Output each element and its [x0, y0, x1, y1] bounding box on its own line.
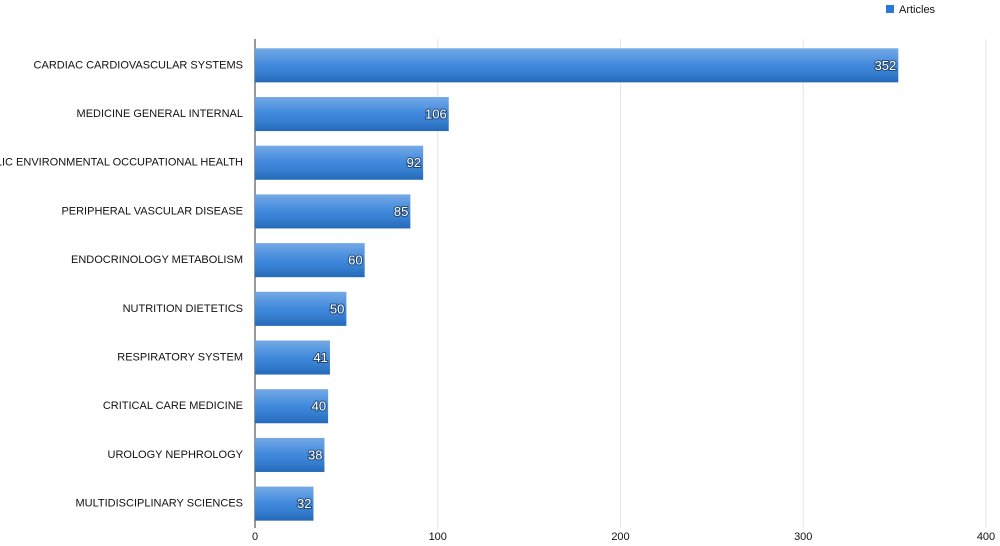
- value-label: 40: [312, 399, 326, 414]
- y-tick-label: MEDICINE GENERAL INTERNAL: [77, 108, 243, 120]
- legend-label: Articles: [899, 4, 936, 16]
- y-tick-label: UROLOGY NEPHROLOGY: [108, 449, 244, 461]
- x-tick-label: 200: [611, 531, 629, 543]
- value-label: 38: [308, 447, 322, 462]
- value-label: 352: [875, 58, 897, 73]
- value-label: 85: [394, 204, 408, 219]
- y-tick-label: NUTRITION DIETETICS: [123, 303, 243, 315]
- bar-shine: [255, 437, 325, 472]
- value-label: 32: [297, 496, 311, 511]
- bar-shine: [255, 194, 411, 229]
- bar-shine: [255, 389, 329, 424]
- value-label: 92: [407, 155, 421, 170]
- legend-swatch: [886, 5, 894, 13]
- y-tick-label: CARDIAC CARDIOVASCULAR SYSTEMS: [34, 59, 243, 71]
- x-tick-label: 400: [977, 531, 995, 543]
- x-tick-label: 300: [794, 531, 812, 543]
- x-tick-label: 100: [429, 531, 447, 543]
- y-tick-label: CRITICAL CARE MEDICINE: [103, 400, 243, 412]
- bar-shine: [255, 486, 314, 521]
- bar-shine: [255, 97, 449, 132]
- value-label: 106: [425, 106, 447, 121]
- value-label: 41: [313, 350, 327, 365]
- value-label: 60: [348, 253, 362, 268]
- y-tick-label: MULTIDISCIPLINARY SCIENCES: [76, 498, 244, 510]
- value-label: 50: [330, 301, 344, 316]
- bar-shine: [255, 145, 424, 180]
- bar-shine: [255, 243, 365, 278]
- y-tick-label: RESPIRATORY SYSTEM: [117, 351, 243, 363]
- y-tick-label: ENDOCRINOLOGY METABOLISM: [71, 254, 243, 266]
- x-tick-label: 0: [252, 531, 258, 543]
- y-tick-label: PUBLIC ENVIRONMENTAL OCCUPATIONAL HEALTH: [0, 157, 243, 169]
- y-tick-label: PERIPHERAL VASCULAR DISEASE: [61, 205, 243, 217]
- bar-shine: [255, 340, 330, 375]
- bar-shine: [255, 291, 347, 326]
- bar-shine: [255, 48, 899, 83]
